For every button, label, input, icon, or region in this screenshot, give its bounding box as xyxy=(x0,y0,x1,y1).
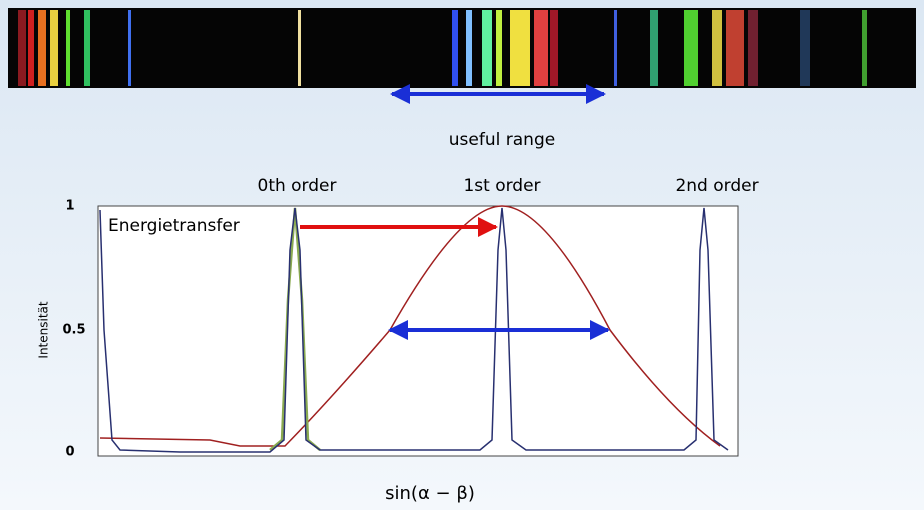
y-tick-label: 0 xyxy=(65,445,74,460)
y-tick-label: 0.5 xyxy=(62,323,85,338)
order-label: 0th order xyxy=(258,176,337,196)
order-label: 2nd order xyxy=(675,176,758,196)
annotation: Energietransfer xyxy=(108,216,240,236)
intensity-curve xyxy=(99,207,729,453)
range-label: useful range xyxy=(449,130,555,150)
spectrum-image xyxy=(8,8,916,88)
order-label: 1st order xyxy=(463,176,540,196)
envelope-curve xyxy=(99,205,721,447)
y-axis-label: Intensität xyxy=(37,301,51,358)
x-axis-label: sin(α − β) xyxy=(385,483,475,504)
y-tick-label: 1 xyxy=(65,199,74,214)
